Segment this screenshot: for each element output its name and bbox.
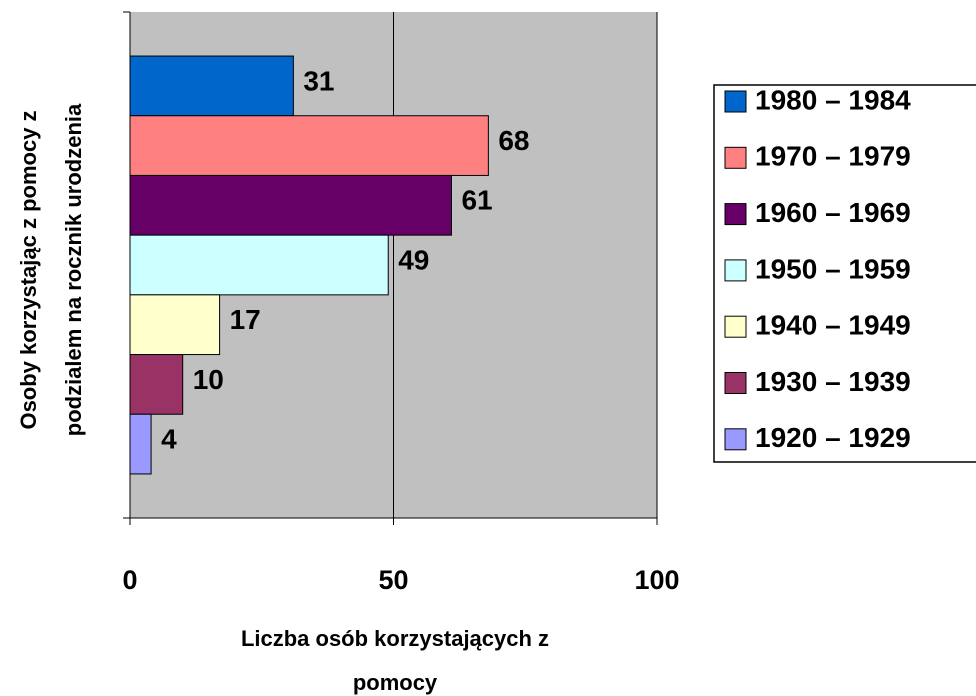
x-axis-title-line: pomocy [353, 670, 438, 695]
legend-swatch [724, 428, 747, 451]
y-axis-title-line: podzialem na rocznik urodzenia [61, 103, 86, 436]
legend-label: 1970 – 1979 [755, 141, 911, 172]
legend-box [713, 84, 976, 463]
data-label: 31 [303, 65, 334, 96]
bar [129, 174, 452, 236]
data-label: 49 [398, 244, 429, 275]
x-axis-title-line: Liczba osób korzystających z [241, 626, 549, 651]
legend-label: 1940 – 1949 [755, 310, 911, 341]
bar [129, 413, 152, 475]
legend-label: 1980 – 1984 [755, 84, 911, 115]
legend-swatch [724, 203, 747, 226]
data-label: 61 [461, 185, 492, 216]
bar [129, 354, 184, 415]
data-label: 68 [498, 125, 529, 156]
legend-swatch [724, 90, 747, 113]
legend-label: 1950 – 1959 [755, 253, 911, 284]
x-tick-label: 50 [378, 565, 408, 595]
legend-swatch [724, 146, 747, 169]
y-axis-title-line: Osoby korzystając z pomocy z [16, 110, 41, 429]
legend-swatch [724, 372, 747, 394]
x-tick-label: 100 [634, 565, 679, 595]
legend-swatch [724, 315, 747, 338]
bar [129, 115, 489, 176]
bar [129, 55, 294, 117]
bar [129, 294, 221, 356]
data-label: 17 [230, 304, 261, 335]
data-label: 10 [193, 364, 224, 395]
legend-swatch [724, 259, 747, 282]
x-tick-label: 0 [122, 565, 137, 595]
bar [129, 234, 389, 296]
y-axis-title: Osoby korzystając z pomocy z podzialem n… [16, 103, 86, 436]
legend-label: 1930 – 1939 [755, 366, 911, 397]
legend-label: 1920 – 1929 [755, 422, 911, 453]
data-label: 4 [161, 423, 177, 454]
legend-label: 1960 – 1969 [755, 197, 911, 228]
